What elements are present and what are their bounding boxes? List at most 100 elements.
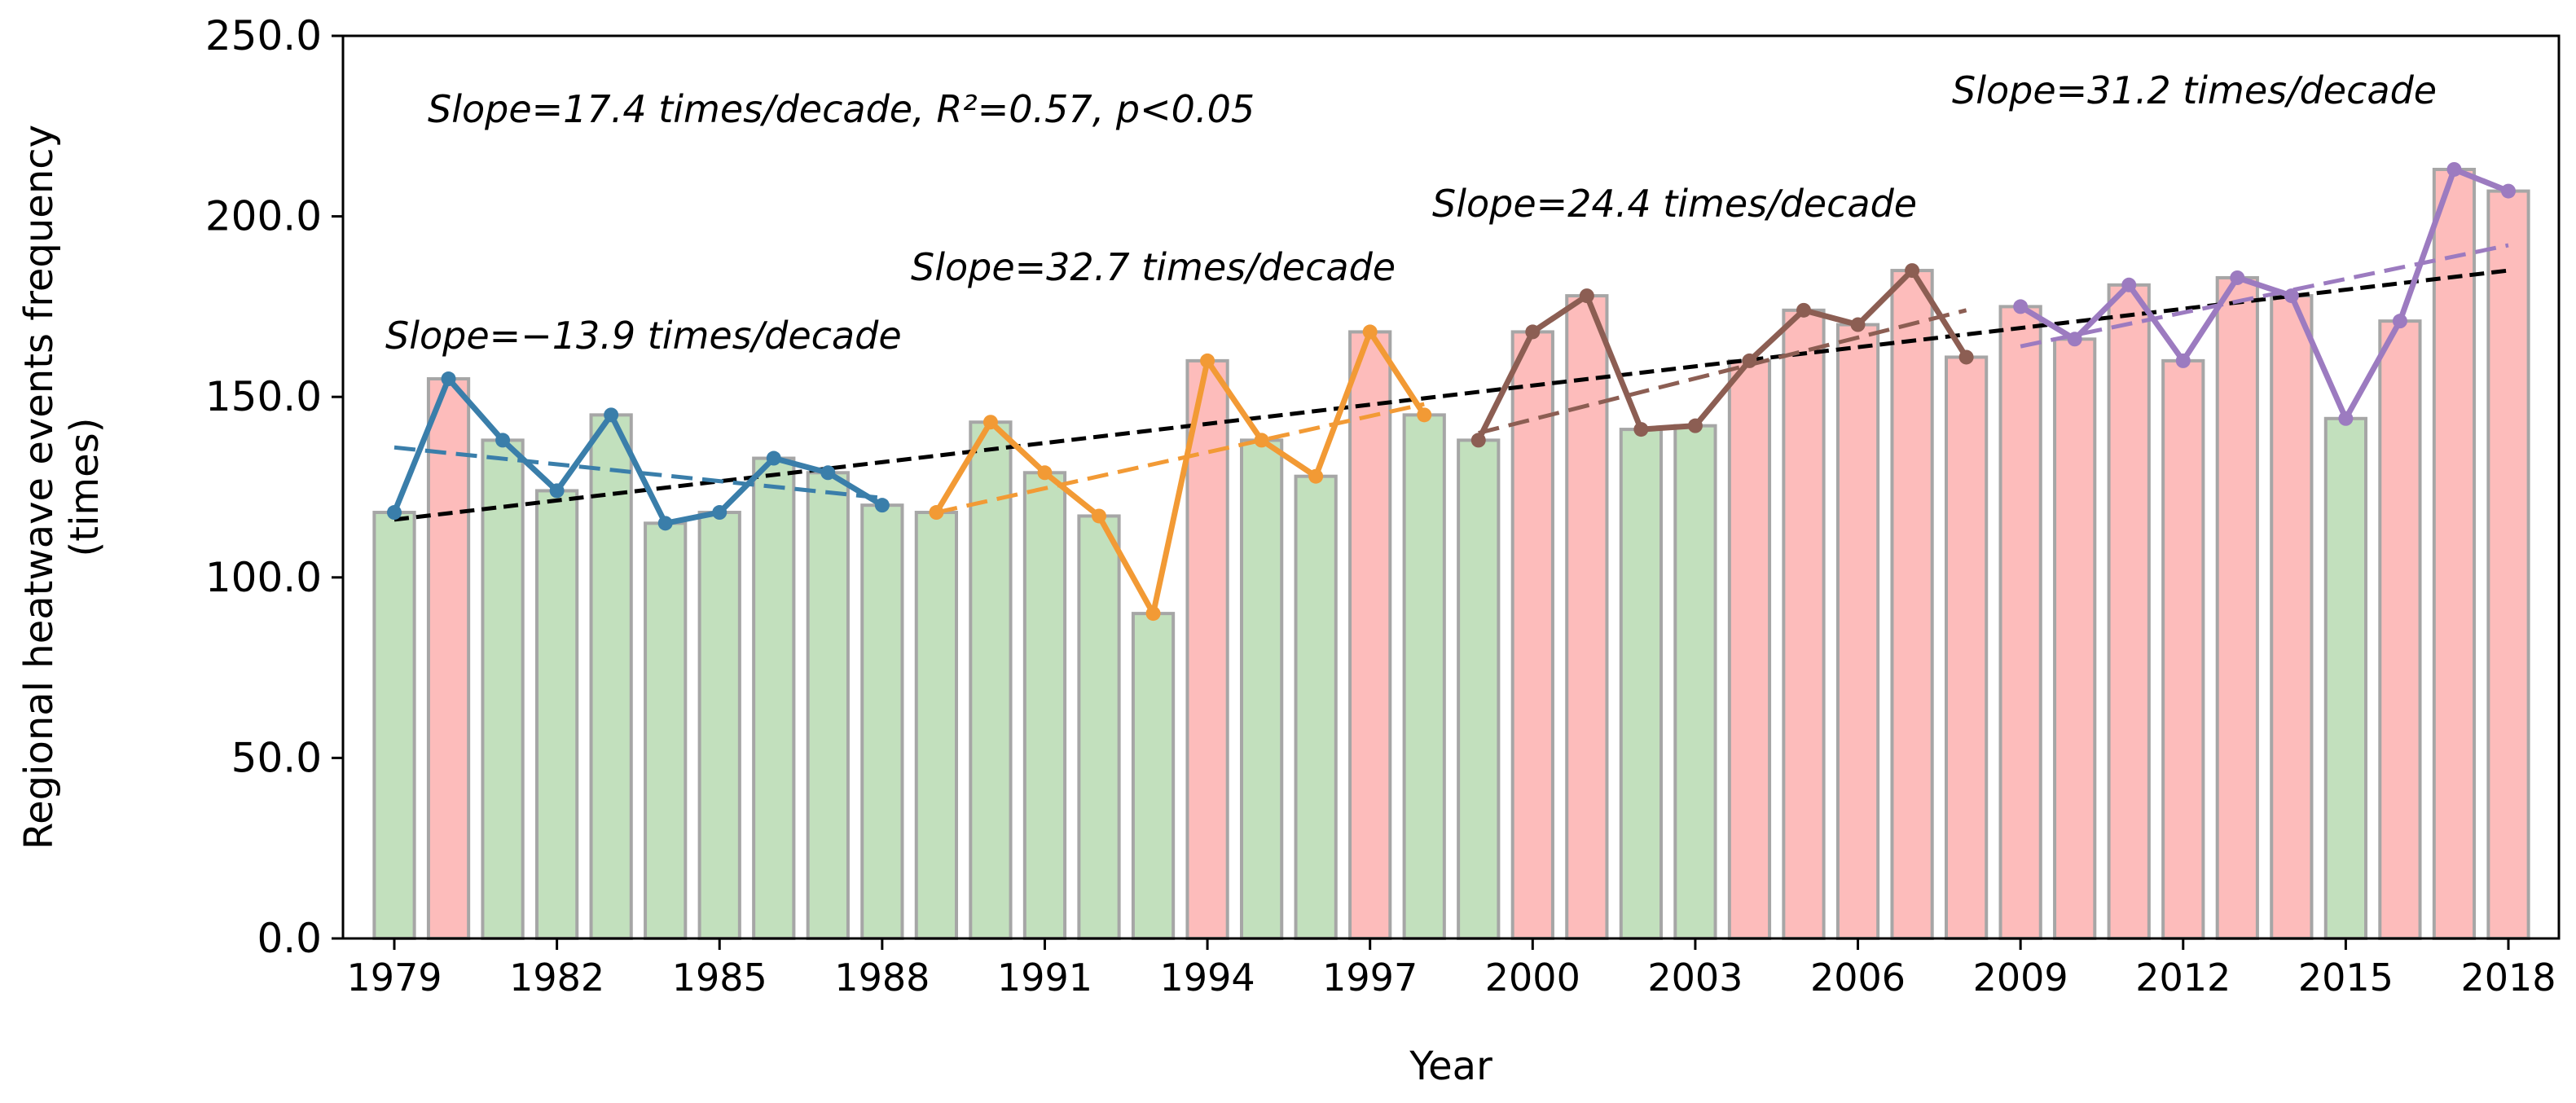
bar-1987 <box>806 471 850 940</box>
bar-2006 <box>1835 323 1880 940</box>
segment-2-trend-line <box>935 402 1425 515</box>
x-tick-label: 1997 <box>1322 956 1418 1000</box>
point-2015 <box>2338 411 2354 426</box>
bar-1982 <box>534 489 579 940</box>
overall-slope-annotation: Slope=17.4 times/decade, R²=0.57, p<0.05 <box>428 87 1255 131</box>
segment-2-line <box>934 328 1427 617</box>
point-1979 <box>387 505 402 521</box>
segment-3-trend-line <box>1478 308 1967 435</box>
bar-1999 <box>1457 438 1501 940</box>
bars-layer <box>372 167 2530 941</box>
bar-2001 <box>1565 294 1609 940</box>
bar-2013 <box>2215 275 2259 941</box>
point-2014 <box>2284 288 2299 304</box>
overall-trend-line <box>393 268 2509 522</box>
x-tick-label: 1994 <box>1160 956 1255 1000</box>
point-2010 <box>2067 332 2082 347</box>
bar-2007 <box>1890 269 1934 940</box>
point-1983 <box>604 407 619 423</box>
bar-2008 <box>1944 355 1989 940</box>
segment-2-slope-annotation: Slope=32.7 times/decade <box>911 245 1396 289</box>
point-1989 <box>929 505 944 521</box>
point-1999 <box>1470 433 1486 448</box>
segment-1-slope-annotation: Slope=−13.9 times/decade <box>385 314 902 358</box>
segment-4-line <box>2019 166 2510 422</box>
bar-1993 <box>1131 612 1176 940</box>
bar-2014 <box>2270 294 2314 940</box>
bar-1996 <box>1294 474 1338 940</box>
x-tick-label: 2018 <box>2460 956 2556 1000</box>
point-2009 <box>2013 299 2029 314</box>
point-2001 <box>1579 288 1594 304</box>
point-1994 <box>1200 353 1215 368</box>
x-tick-label: 2009 <box>1973 956 2068 1000</box>
point-1986 <box>766 450 781 466</box>
x-tick-label: 2015 <box>2298 956 2394 1000</box>
segment-4-trend-line <box>2020 243 2509 349</box>
bar-2009 <box>1998 305 2042 940</box>
bar-1984 <box>644 521 688 940</box>
x-tick-label: 2003 <box>1647 956 1743 1000</box>
point-2006 <box>1850 317 1866 332</box>
x-axis: 1979 1982 1985 1988 1991 1994 1997 2000 2003 2006… <box>346 938 2556 1000</box>
point-2016 <box>2392 314 2407 329</box>
point-2017 <box>2446 161 2462 177</box>
point-2004 <box>1742 353 1757 368</box>
bar-1997 <box>1348 330 1392 940</box>
segment-1-line <box>391 376 884 526</box>
bar-2011 <box>2107 283 2151 941</box>
point-1991 <box>1037 465 1053 481</box>
point-2000 <box>1525 324 1541 340</box>
point-2002 <box>1633 422 1649 437</box>
segment-3-slope-annotation: Slope=24.4 times/decade <box>1432 182 1917 226</box>
y-tick-label: 250.0 <box>205 12 322 59</box>
bar-2003 <box>1673 424 1717 940</box>
bar-2005 <box>1782 308 1826 941</box>
y-axis: 0.0 50.0 100.0 150.0 200.0 250.0 <box>205 12 343 962</box>
point-1988 <box>874 498 890 513</box>
point-2011 <box>2121 277 2137 292</box>
x-tick-label: 1979 <box>346 956 442 1000</box>
point-1985 <box>712 505 728 521</box>
bar-2004 <box>1727 358 1772 940</box>
y-tick-label: 0.0 <box>257 915 322 962</box>
y-axis-title-line-2: (times) <box>62 418 108 557</box>
plot-frame <box>341 34 2561 940</box>
point-1990 <box>982 415 998 430</box>
x-tick-label: 1982 <box>509 956 604 1000</box>
x-tick-label: 2000 <box>1485 956 1580 1000</box>
point-2008 <box>1958 349 1974 365</box>
bar-2018 <box>2486 189 2530 941</box>
y-tick-label: 50.0 <box>231 734 322 781</box>
trend-lines-layer <box>393 243 2509 522</box>
point-1997 <box>1362 324 1378 340</box>
bar-1991 <box>1022 471 1067 940</box>
bar-1998 <box>1402 413 1446 940</box>
point-2012 <box>2175 353 2191 368</box>
bar-1980 <box>426 377 471 941</box>
point-1993 <box>1145 606 1161 622</box>
segment-1-trend-line <box>393 445 883 500</box>
point-1995 <box>1254 433 1269 448</box>
point-1987 <box>820 465 836 481</box>
point-2007 <box>1905 263 1920 279</box>
y-tick-label: 100.0 <box>205 554 322 601</box>
point-1992 <box>1092 508 1106 524</box>
point-1998 <box>1417 407 1432 423</box>
point-2018 <box>2501 183 2516 199</box>
point-1996 <box>1308 468 1324 484</box>
point-1984 <box>657 516 673 531</box>
bar-2002 <box>1619 428 1664 940</box>
segment-4-slope-annotation: Slope=31.2 times/decade <box>1952 68 2437 112</box>
point-1980 <box>441 371 456 387</box>
bar-1986 <box>752 456 796 940</box>
bar-1988 <box>860 503 904 940</box>
series-lines-layer <box>387 161 2516 622</box>
bar-1981 <box>481 438 525 940</box>
bar-2010 <box>2053 337 2097 940</box>
bar-2017 <box>2432 167 2477 940</box>
bar-2015 <box>2323 416 2368 940</box>
point-2003 <box>1687 418 1703 433</box>
bar-1979 <box>372 511 416 940</box>
